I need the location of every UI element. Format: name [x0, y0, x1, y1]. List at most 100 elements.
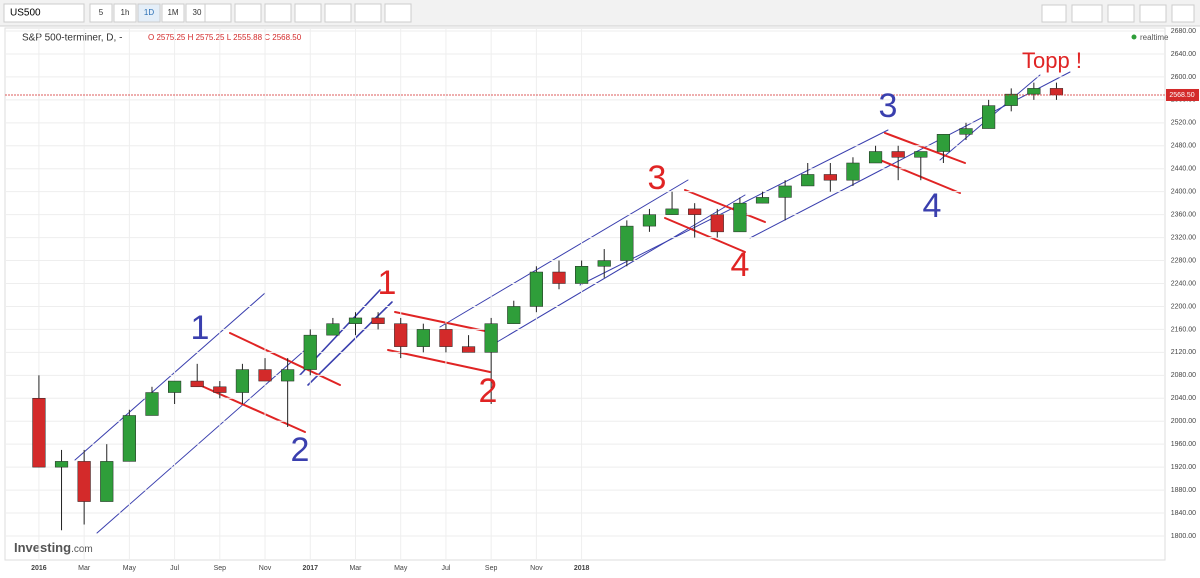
interval-label: 1h — [121, 8, 130, 17]
candle-body — [710, 214, 724, 233]
candle-body — [597, 260, 611, 267]
candle-body — [258, 369, 272, 382]
candle-body — [846, 162, 860, 181]
x-tick-label: Nov — [530, 565, 543, 572]
candle-body — [145, 392, 159, 416]
interval-label: 5 — [99, 8, 104, 17]
y-tick-label: 2040.00 — [1171, 395, 1196, 402]
camera-button[interactable] — [1041, 4, 1067, 23]
y-tick-label: 2280.00 — [1171, 257, 1196, 264]
plot-area — [4, 27, 1166, 561]
annotation: 3 — [648, 159, 667, 197]
x-tick-label: May — [394, 565, 408, 572]
y-tick-label: 2000.00 — [1171, 418, 1196, 425]
flag-line — [684, 189, 766, 223]
annotation: 1 — [378, 264, 397, 302]
interval-button[interactable] — [113, 3, 137, 23]
candle-body — [529, 271, 543, 307]
x-tick-label: Mar — [349, 565, 362, 572]
candle-body — [235, 369, 250, 393]
y-tick-label: 2240.00 — [1171, 280, 1196, 287]
symbol-box[interactable] — [3, 3, 85, 23]
x-tick-label: Mar — [78, 565, 91, 572]
y-tick-label: 1960.00 — [1171, 441, 1196, 448]
interval-button[interactable] — [161, 3, 185, 23]
candle-body — [32, 398, 46, 468]
channel-line — [439, 179, 689, 328]
candle-body — [54, 461, 69, 468]
cloud-load[interactable] — [1107, 4, 1135, 23]
chart-title: S&P 500-terminer, D, - — [22, 33, 122, 44]
y-tick-label: 2400.00 — [1171, 189, 1196, 196]
channel-line — [74, 292, 266, 461]
annotation: 4 — [731, 246, 750, 284]
y-tick-label: 1920.00 — [1171, 464, 1196, 471]
price-tag-label: 2568.50 — [1169, 92, 1194, 99]
tool-button[interactable] — [354, 3, 382, 23]
candle-body — [507, 306, 521, 324]
candle-body — [868, 151, 883, 164]
y-tick-label: 2160.00 — [1171, 326, 1196, 333]
candle-body — [303, 334, 317, 370]
candle-body — [936, 134, 950, 152]
status-dot — [1131, 34, 1137, 40]
y-tick-label: 2600.00 — [1171, 74, 1196, 81]
ohlc: O 2575.25 H 2575.25 L 2555.88 C 2568.50 — [148, 33, 302, 42]
x-tick-label: 2016 — [31, 565, 47, 572]
tool-button[interactable] — [324, 3, 352, 23]
annotation: Topp ! — [1022, 48, 1082, 73]
candle-body — [484, 323, 498, 353]
annotation: 2 — [479, 372, 498, 410]
tool-button[interactable] — [384, 3, 412, 23]
y-tick-label: 2440.00 — [1171, 166, 1196, 173]
flag-line — [884, 132, 966, 164]
y-tick-label: 2480.00 — [1171, 143, 1196, 150]
candle-body — [461, 346, 476, 353]
x-tick-label: Jul — [170, 565, 179, 572]
cloud-save[interactable] — [1139, 4, 1167, 23]
y-tick-label: 2320.00 — [1171, 234, 1196, 241]
interval-button[interactable] — [137, 3, 161, 23]
tool-button[interactable] — [234, 3, 262, 23]
fullscreen[interactable] — [1171, 4, 1195, 23]
candle-body — [77, 461, 91, 502]
tool-button[interactable] — [294, 3, 322, 23]
x-tick-label: Sep — [485, 565, 498, 572]
y-tick-label: 1880.00 — [1171, 487, 1196, 494]
y-tick-label: 2360.00 — [1171, 211, 1196, 218]
status: realtime — [1140, 33, 1169, 42]
y-tick-label: 1800.00 — [1171, 533, 1196, 540]
y-tick-label: 2680.00 — [1171, 28, 1196, 35]
brand: Investing.com — [14, 540, 93, 555]
candle-body — [575, 266, 589, 284]
candle-body — [326, 323, 340, 336]
style-button[interactable] — [1071, 4, 1103, 23]
annotation: 1 — [191, 309, 210, 347]
y-tick-label: 1840.00 — [1171, 510, 1196, 517]
interval-label: 1D — [144, 8, 154, 17]
flag-line — [229, 332, 341, 386]
price-tag — [1166, 88, 1199, 101]
candle-body — [914, 151, 928, 158]
candle-body — [665, 208, 679, 215]
candle-body — [823, 174, 837, 181]
x-tick-label: May — [123, 565, 137, 572]
candle-body — [394, 323, 408, 347]
candle-body — [733, 202, 747, 233]
symbol: US500 — [10, 8, 41, 19]
candle-body — [1049, 88, 1064, 96]
candle-body — [778, 185, 792, 198]
annotation: 3 — [879, 87, 898, 125]
x-tick-label: Jul — [441, 565, 450, 572]
x-tick-label: Sep — [214, 565, 227, 572]
y-tick-label: 2080.00 — [1171, 372, 1196, 379]
tool-button[interactable] — [264, 3, 292, 23]
interval-button[interactable] — [89, 3, 113, 23]
candle-body — [1027, 88, 1041, 95]
candle-body — [348, 317, 363, 324]
interval-label: 30 — [193, 8, 202, 17]
annotation: 4 — [923, 187, 942, 225]
y-tick-label: 2120.00 — [1171, 349, 1196, 356]
tool-button[interactable] — [204, 3, 232, 23]
candle-body — [755, 197, 770, 204]
